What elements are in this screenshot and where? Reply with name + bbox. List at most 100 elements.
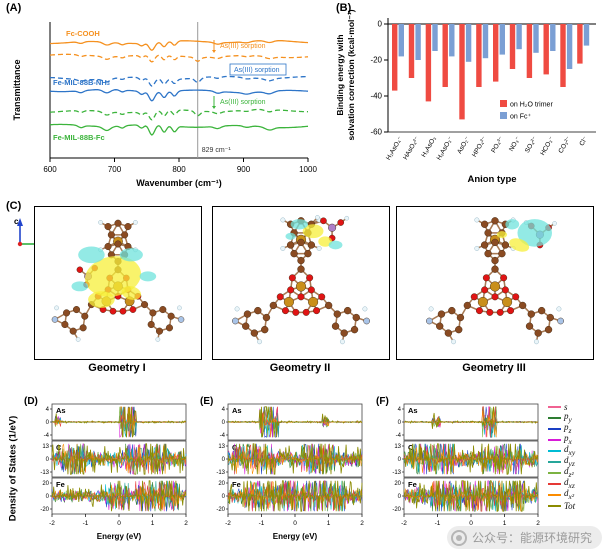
dos-legend-entry: Tot xyxy=(548,501,575,511)
atom-O xyxy=(500,274,508,282)
x-axis-label: Energy (eV) xyxy=(97,532,142,541)
atom-O xyxy=(337,219,345,226)
isosurface-blob xyxy=(119,248,143,262)
bar xyxy=(566,24,573,69)
atom-C xyxy=(107,231,115,239)
dos-curve-C xyxy=(51,443,187,475)
x-tick-label: -2 xyxy=(225,520,231,527)
x-axis-label: Anion type xyxy=(467,174,516,185)
atom-O xyxy=(482,274,490,282)
atom-C xyxy=(290,249,298,258)
atom-C xyxy=(352,313,360,322)
dos-legend-entry: dyz xyxy=(548,455,575,468)
bar xyxy=(442,24,448,87)
legend-line-swatch xyxy=(548,461,561,463)
y-axis-label-line1: Binding energy with xyxy=(335,34,345,115)
y-tick-label: 0 xyxy=(398,457,402,463)
a-axis-dot xyxy=(17,241,23,247)
legend-label: dxy xyxy=(564,444,576,457)
atom-H xyxy=(177,305,182,311)
atom-O xyxy=(297,293,305,301)
atom-O xyxy=(276,293,284,301)
y-tick-label: -20 xyxy=(392,507,401,513)
atom-C xyxy=(491,238,499,247)
geometry-2-caption: Geometry II xyxy=(269,362,331,374)
legend-label: py xyxy=(564,411,572,424)
dos-legend-entry: dz² xyxy=(548,466,575,479)
x-tick-label: 0 xyxy=(117,520,121,527)
atom-O xyxy=(307,286,315,294)
atom-C xyxy=(324,301,333,310)
x-tick-label: 2 xyxy=(536,520,540,527)
bar xyxy=(493,24,499,82)
x-axis-label: Energy (eV) xyxy=(273,532,318,541)
dos-curve-As xyxy=(51,406,187,438)
atom-C xyxy=(436,322,444,330)
bar xyxy=(482,24,489,59)
legend-label: dz² xyxy=(564,466,574,479)
y-tick-label: 0 xyxy=(222,457,226,463)
atom-O xyxy=(496,308,504,316)
atom-N xyxy=(426,317,433,325)
atom-C xyxy=(159,306,167,314)
y-tick-label: -4 xyxy=(44,433,50,439)
atom-C xyxy=(261,325,269,334)
legend-label: dyz xyxy=(564,455,575,468)
bar xyxy=(449,24,455,57)
bar xyxy=(459,24,465,120)
y-axis-label-line2: solvation correction (kcal·mol⁻¹) xyxy=(346,9,356,140)
dos-legend-entry: pz xyxy=(548,422,575,435)
x-tick-label: 2 xyxy=(360,520,364,527)
panel-tag: (F) xyxy=(376,396,389,407)
atom-C xyxy=(463,301,472,310)
legend-line-swatch xyxy=(548,472,561,474)
y-tick-label: 0 xyxy=(398,420,402,426)
isosurface-blob xyxy=(496,231,508,239)
atom-C xyxy=(331,322,340,330)
atom-H xyxy=(315,215,320,220)
watermark-text: 公众号：能源环境研究 xyxy=(471,531,592,545)
y-tick-label: 0 xyxy=(46,420,50,426)
atom-H xyxy=(280,245,286,251)
atom-C xyxy=(69,327,77,335)
y-tick-label: 13 xyxy=(394,444,401,450)
dos-legend-entry: s xyxy=(548,402,575,412)
atom-O xyxy=(491,293,499,301)
atom-C xyxy=(350,325,359,334)
y-tick-label: 0 xyxy=(378,20,383,29)
bar xyxy=(392,24,398,91)
category-label: HPO₄²⁻ xyxy=(471,135,489,158)
bar xyxy=(432,24,438,51)
category-label: H₃AsO₃ xyxy=(420,135,438,158)
geometry-2-box xyxy=(212,206,390,360)
atom-H xyxy=(75,337,81,342)
atom-O xyxy=(481,286,489,294)
atom-Fe xyxy=(477,296,488,308)
geometry-3-caption: Geometry III xyxy=(462,362,526,374)
y-tick-label: 4 xyxy=(46,407,50,413)
atom-C xyxy=(79,324,87,332)
atom-C xyxy=(304,249,312,258)
legend-line-swatch xyxy=(548,450,561,452)
atom-C xyxy=(124,223,132,231)
atom-C xyxy=(437,310,446,318)
legend-label: pz xyxy=(564,422,572,435)
dos-legend-entry: dxz xyxy=(548,477,575,490)
dos-legend-entry: dxy xyxy=(548,444,576,457)
legend-label: px xyxy=(564,433,572,446)
bar xyxy=(476,24,482,87)
legend-line-swatch xyxy=(548,417,561,419)
atom-H xyxy=(552,221,557,226)
atom-N xyxy=(363,317,370,325)
watermark-badge: 公众号：能源环境研究 xyxy=(446,526,602,549)
legend-label: on Fc⁺ xyxy=(510,114,532,121)
panel-tag: (E) xyxy=(200,396,213,407)
category-label: NO₃⁻ xyxy=(508,135,522,153)
y-tick-label: 13 xyxy=(218,444,225,450)
spectrum-mil-fc-as xyxy=(49,108,308,121)
marker-label: 829 cm⁻¹ xyxy=(202,147,232,154)
annotation-mil-fc-as: As(III) sorption xyxy=(220,99,266,106)
isosurface-blob xyxy=(290,219,308,230)
